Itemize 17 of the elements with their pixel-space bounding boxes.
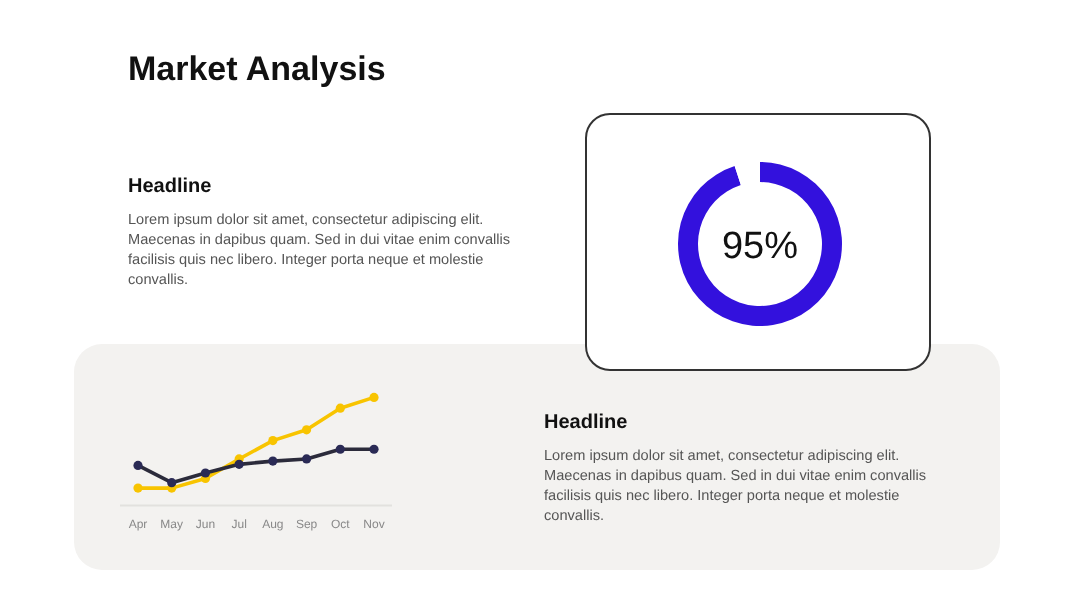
text: Market Analysis [128,50,386,88]
point [200,468,211,478]
point [335,444,345,454]
point [301,425,312,435]
point [301,454,312,464]
point [369,392,379,402]
point [167,478,177,488]
text: Headline [128,176,213,198]
point [133,483,143,493]
point [268,456,278,466]
point [369,444,379,454]
point [234,459,244,469]
text: Headline [544,412,629,434]
point [268,436,278,446]
data-label: 95% [721,226,799,268]
point [335,403,345,413]
point [133,460,143,471]
